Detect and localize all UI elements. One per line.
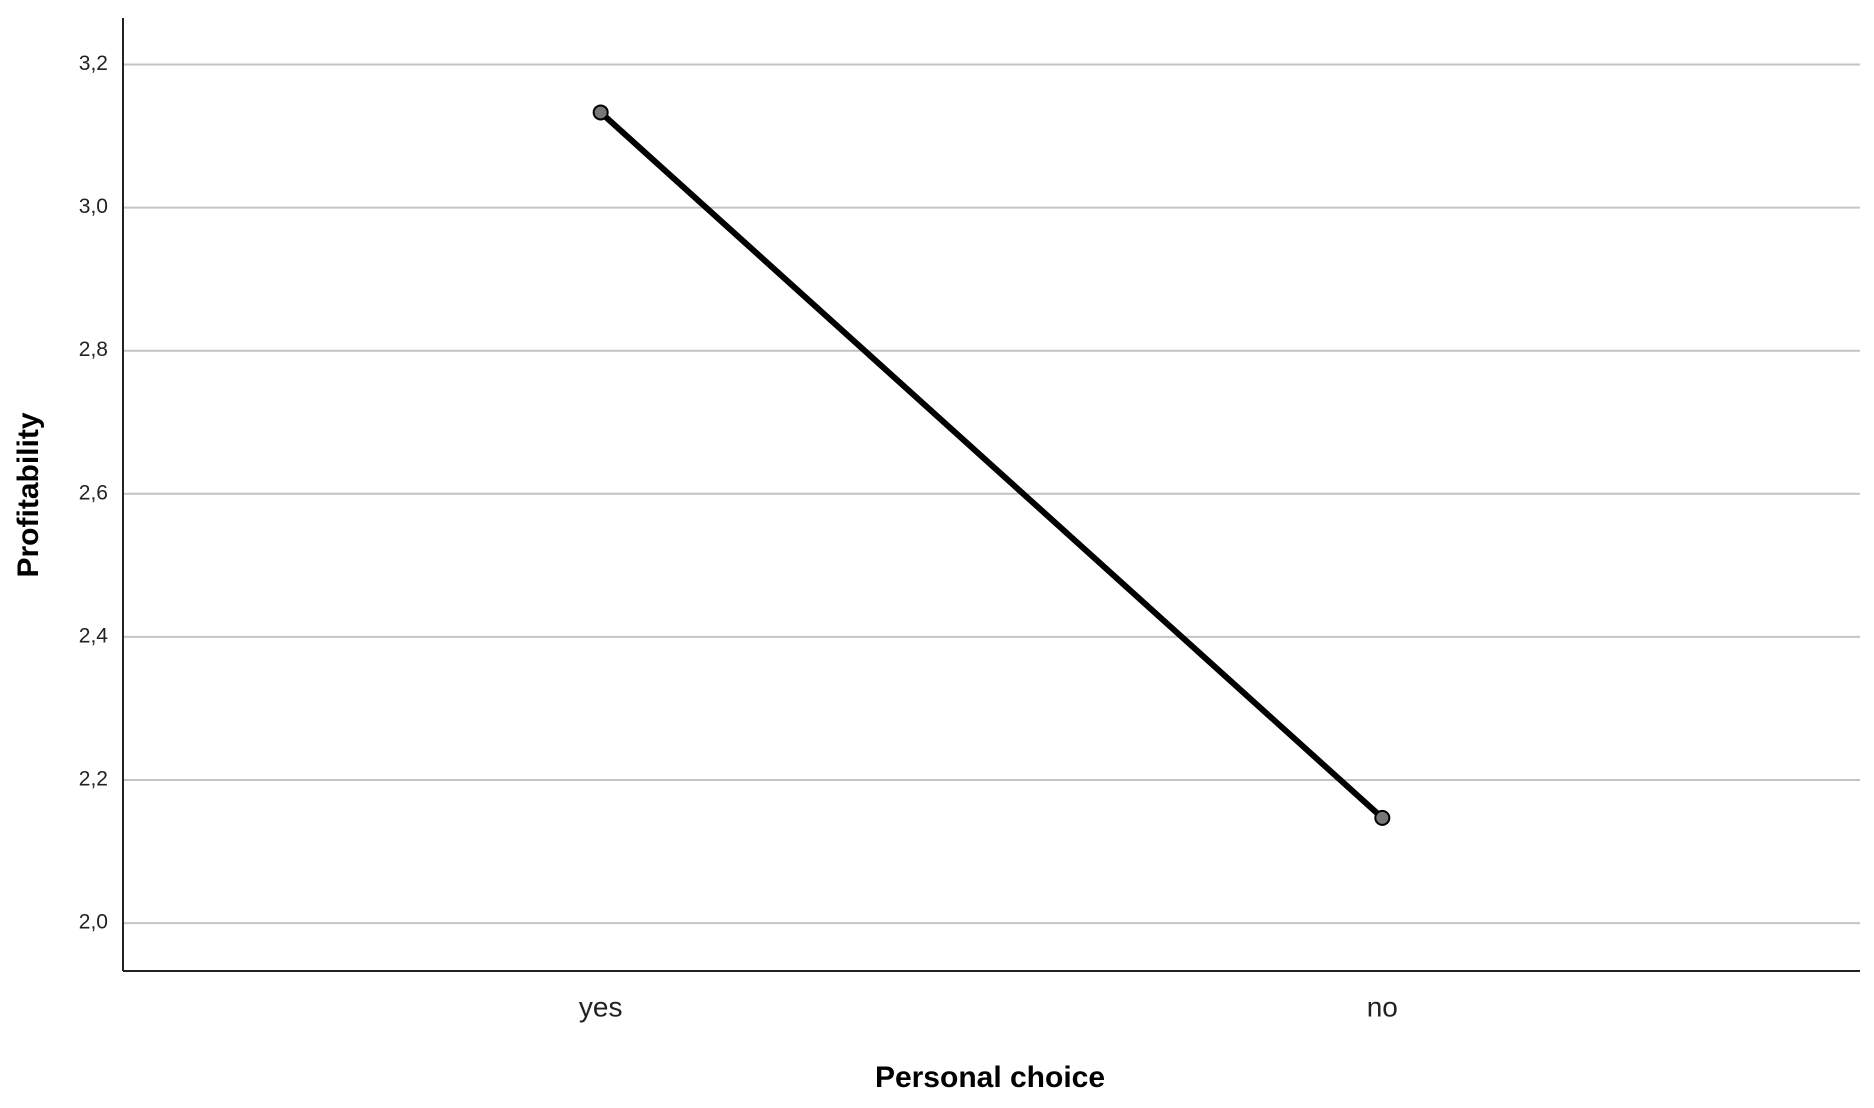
y-tick-label: 2,4: [79, 624, 109, 647]
line: [598, 110, 1385, 821]
y-tick-label: 2,6: [79, 481, 108, 504]
y-tick-label: 3,2: [79, 52, 108, 75]
x-axis-title: Personal choice: [875, 1061, 1105, 1094]
y-tick-label: 2,0: [79, 911, 108, 934]
point: [592, 104, 609, 121]
x-tick-label: yes: [579, 991, 623, 1022]
x-tick-label: no: [1367, 991, 1398, 1022]
y-axis-title: Profitability: [12, 412, 45, 577]
point: [1374, 809, 1391, 826]
y-tick-label: 3,0: [79, 195, 108, 218]
y-tick-label: 2,2: [79, 768, 108, 791]
y-tick-label: 2,8: [79, 338, 108, 361]
